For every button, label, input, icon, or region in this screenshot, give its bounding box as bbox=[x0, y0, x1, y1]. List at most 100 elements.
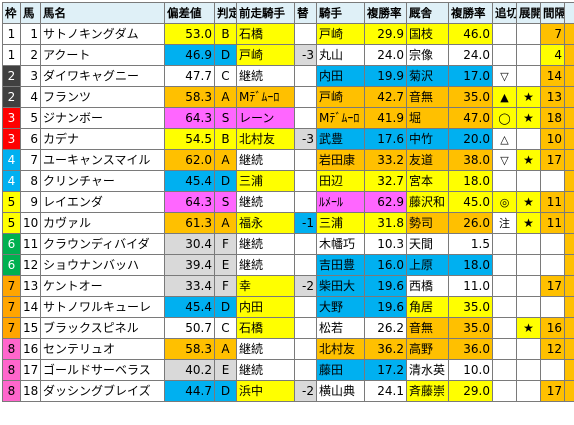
jockey-switch bbox=[295, 24, 317, 45]
jockey-switch bbox=[295, 318, 317, 339]
prev-jockey: 石橋 bbox=[237, 318, 295, 339]
horse-name: サトノキングダム bbox=[41, 24, 165, 45]
deviation-value: 45.4 bbox=[165, 171, 215, 192]
training-mark: △ bbox=[493, 129, 517, 150]
jockey: 内田 bbox=[317, 66, 365, 87]
race-table-container: 枠馬馬名偏差値判定前走騎手替騎手複勝率厩舎複勝率追切展開間隔 11サトノキングダ… bbox=[2, 2, 572, 402]
header-grade[interactable]: 判定 bbox=[215, 3, 237, 24]
jockey: 木幡巧 bbox=[317, 234, 365, 255]
horse-name: ダッシングブレイズ bbox=[41, 381, 165, 402]
stable: 勢司 bbox=[407, 213, 449, 234]
tenkai-mark bbox=[517, 276, 541, 297]
grade: S bbox=[215, 192, 237, 213]
horse-name: ブラックスピネル bbox=[41, 318, 165, 339]
jockey: Mﾃﾞﾑｰﾛ bbox=[317, 108, 365, 129]
header-switch[interactable]: 替 bbox=[295, 3, 317, 24]
training-mark: ▽ bbox=[493, 150, 517, 171]
training-mark bbox=[493, 318, 517, 339]
horse-name: ジナンボー bbox=[41, 108, 165, 129]
header-prev-jockey[interactable]: 前走騎手 bbox=[237, 3, 295, 24]
stable: 中竹 bbox=[407, 129, 449, 150]
header-jockey[interactable]: 騎手 bbox=[317, 3, 365, 24]
header-tenkai[interactable]: 展開 bbox=[517, 3, 541, 24]
last-value bbox=[565, 276, 574, 297]
last-value: 4 bbox=[565, 150, 574, 171]
stable: 菊沢 bbox=[407, 66, 449, 87]
jockey-rate: 16.0 bbox=[365, 255, 407, 276]
stable: 宗像 bbox=[407, 45, 449, 66]
header-waku[interactable]: 枠 bbox=[3, 3, 21, 24]
header-uma[interactable]: 馬 bbox=[21, 3, 41, 24]
jockey: 戸崎 bbox=[317, 24, 365, 45]
tenkai-mark bbox=[517, 171, 541, 192]
header-last[interactable] bbox=[565, 3, 574, 24]
grade: F bbox=[215, 276, 237, 297]
jockey-rate: 19.6 bbox=[365, 297, 407, 318]
interval: 17 bbox=[541, 150, 565, 171]
training-mark: ▽ bbox=[493, 66, 517, 87]
prev-jockey: 幸 bbox=[237, 276, 295, 297]
jockey-rate: 26.2 bbox=[365, 318, 407, 339]
last-value bbox=[565, 171, 574, 192]
training-mark bbox=[493, 276, 517, 297]
prev-jockey: Mﾃﾞﾑｰﾛ bbox=[237, 87, 295, 108]
header-training[interactable]: 追切 bbox=[493, 3, 517, 24]
tenkai-mark bbox=[517, 24, 541, 45]
interval: 10 bbox=[541, 129, 565, 150]
horse-name: ショウナンバッハ bbox=[41, 255, 165, 276]
training-mark bbox=[493, 234, 517, 255]
last-value: 2 bbox=[565, 45, 574, 66]
horse-name: ケントオー bbox=[41, 276, 165, 297]
grade: C bbox=[215, 318, 237, 339]
training-mark: ▲ bbox=[493, 87, 517, 108]
jockey-switch: -1 bbox=[295, 213, 317, 234]
jockey: 武豊 bbox=[317, 129, 365, 150]
stable-rate: 18.0 bbox=[449, 255, 493, 276]
waku-cell: 2 bbox=[3, 87, 21, 108]
interval: 16 bbox=[541, 318, 565, 339]
deviation-value: 53.0 bbox=[165, 24, 215, 45]
waku-cell: 6 bbox=[3, 255, 21, 276]
training-mark bbox=[493, 297, 517, 318]
header-interval[interactable]: 間隔 bbox=[541, 3, 565, 24]
training-mark bbox=[493, 381, 517, 402]
header-horse-name[interactable]: 馬名 bbox=[41, 3, 165, 24]
header-jockey-rate[interactable]: 複勝率 bbox=[365, 3, 407, 24]
deviation-value: 54.5 bbox=[165, 129, 215, 150]
horse-number: 8 bbox=[21, 171, 41, 192]
jockey-rate: 17.2 bbox=[365, 360, 407, 381]
deviation-value: 33.4 bbox=[165, 276, 215, 297]
waku-cell: 5 bbox=[3, 192, 21, 213]
header-deviation[interactable]: 偏差値 bbox=[165, 3, 215, 24]
interval bbox=[541, 234, 565, 255]
last-value: 7 bbox=[565, 213, 574, 234]
deviation-value: 61.3 bbox=[165, 213, 215, 234]
jockey-rate: 19.6 bbox=[365, 276, 407, 297]
stable-rate: 45.0 bbox=[449, 192, 493, 213]
header-stable[interactable]: 厩舎 bbox=[407, 3, 449, 24]
header-stable-rate[interactable]: 複勝率 bbox=[449, 3, 493, 24]
deviation-value: 62.0 bbox=[165, 150, 215, 171]
jockey-rate: 24.1 bbox=[365, 381, 407, 402]
jockey: 三浦 bbox=[317, 213, 365, 234]
last-value bbox=[565, 297, 574, 318]
grade: C bbox=[215, 66, 237, 87]
